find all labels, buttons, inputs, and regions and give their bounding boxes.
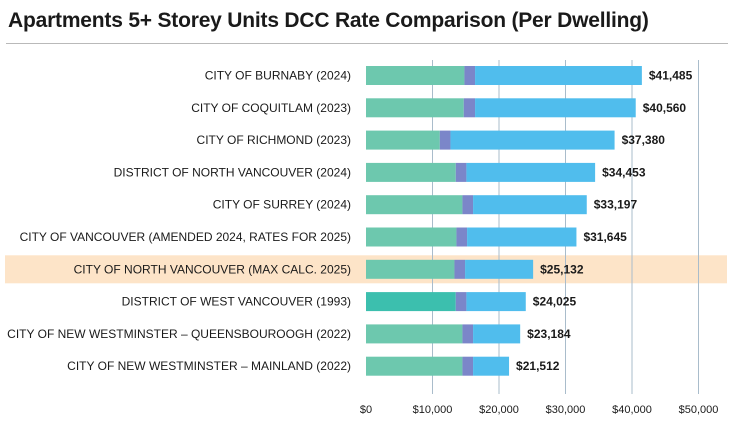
- bar-segment-2: [455, 292, 467, 312]
- bar-segment-3: [473, 356, 510, 376]
- category-label: CITY OF RICHMOND (2023): [197, 133, 351, 147]
- value-label: $23,184: [527, 327, 571, 341]
- bar-segment-2: [439, 130, 451, 150]
- category-label: CITY OF COQUITLAM (2023): [191, 101, 351, 115]
- value-label: $40,560: [643, 101, 687, 115]
- bar-segment-1: [366, 162, 456, 182]
- x-tick-label: $20,000: [479, 404, 519, 416]
- bar-segment-1: [366, 227, 457, 247]
- bar-segment-2: [462, 324, 474, 344]
- bar-segment-1: [366, 195, 463, 215]
- bar-segment-2: [463, 98, 476, 118]
- category-label: DISTRICT OF NORTH VANCOUVER (2024): [114, 165, 351, 179]
- value-label: $21,512: [516, 359, 560, 373]
- bar-segment-1: [366, 259, 455, 279]
- x-tick-label: $10,000: [413, 404, 453, 416]
- bar-segment-2: [462, 356, 474, 376]
- bar-segment-2: [464, 66, 476, 85]
- bar-segment-3: [466, 162, 596, 182]
- title-divider: [6, 43, 728, 44]
- value-label: $37,380: [622, 133, 666, 147]
- bar-segment-2: [454, 259, 466, 279]
- category-label: CITY OF NEW WESTMINSTER – QUEENSBOUROOGH…: [7, 327, 351, 341]
- category-label: CITY OF NORTH VANCOUVER (MAX CALC. 2025): [74, 262, 351, 276]
- bar-segment-1: [366, 324, 463, 344]
- bar-segment-1: [366, 130, 440, 150]
- bar-segment-1: [366, 98, 464, 118]
- bar-segment-3: [467, 227, 577, 247]
- bar-segment-1: [366, 292, 456, 312]
- bar-segment-3: [473, 324, 521, 344]
- category-label: CITY OF NEW WESTMINSTER – MAINLAND (2022…: [67, 359, 351, 373]
- bar-segment-3: [475, 66, 642, 85]
- x-tick-label: $40,000: [612, 404, 652, 416]
- x-tick-label: $30,000: [546, 404, 586, 416]
- value-label: $24,025: [533, 295, 577, 309]
- bar-segment-2: [455, 162, 467, 182]
- bar-segment-1: [366, 356, 463, 376]
- value-label: $34,453: [602, 165, 646, 179]
- bar-segment-2: [456, 227, 468, 247]
- value-label: $25,132: [540, 262, 584, 276]
- value-label: $41,485: [649, 69, 693, 83]
- category-label: DISTRICT OF WEST VANCOUVER (1993): [122, 295, 351, 309]
- value-label: $31,645: [583, 230, 627, 244]
- chart-title: Apartments 5+ Storey Units DCC Rate Comp…: [8, 9, 649, 32]
- bar-segment-3: [465, 259, 534, 279]
- bar-segment-2: [462, 195, 474, 215]
- bar-segment-3: [466, 292, 526, 312]
- bar-segment-3: [475, 98, 636, 118]
- bar-segment-3: [473, 195, 587, 215]
- bar-segment-3: [450, 130, 615, 150]
- category-label: CITY OF VANCOUVER (AMENDED 2024, RATES F…: [20, 230, 351, 244]
- bar-segment-1: [366, 66, 465, 85]
- category-label: CITY OF BURNABY (2024): [205, 69, 351, 83]
- category-label: CITY OF SURREY (2024): [213, 198, 351, 212]
- x-tick-label: $50,000: [679, 404, 719, 416]
- value-label: $33,197: [594, 198, 638, 212]
- x-tick-label: $0: [360, 404, 372, 416]
